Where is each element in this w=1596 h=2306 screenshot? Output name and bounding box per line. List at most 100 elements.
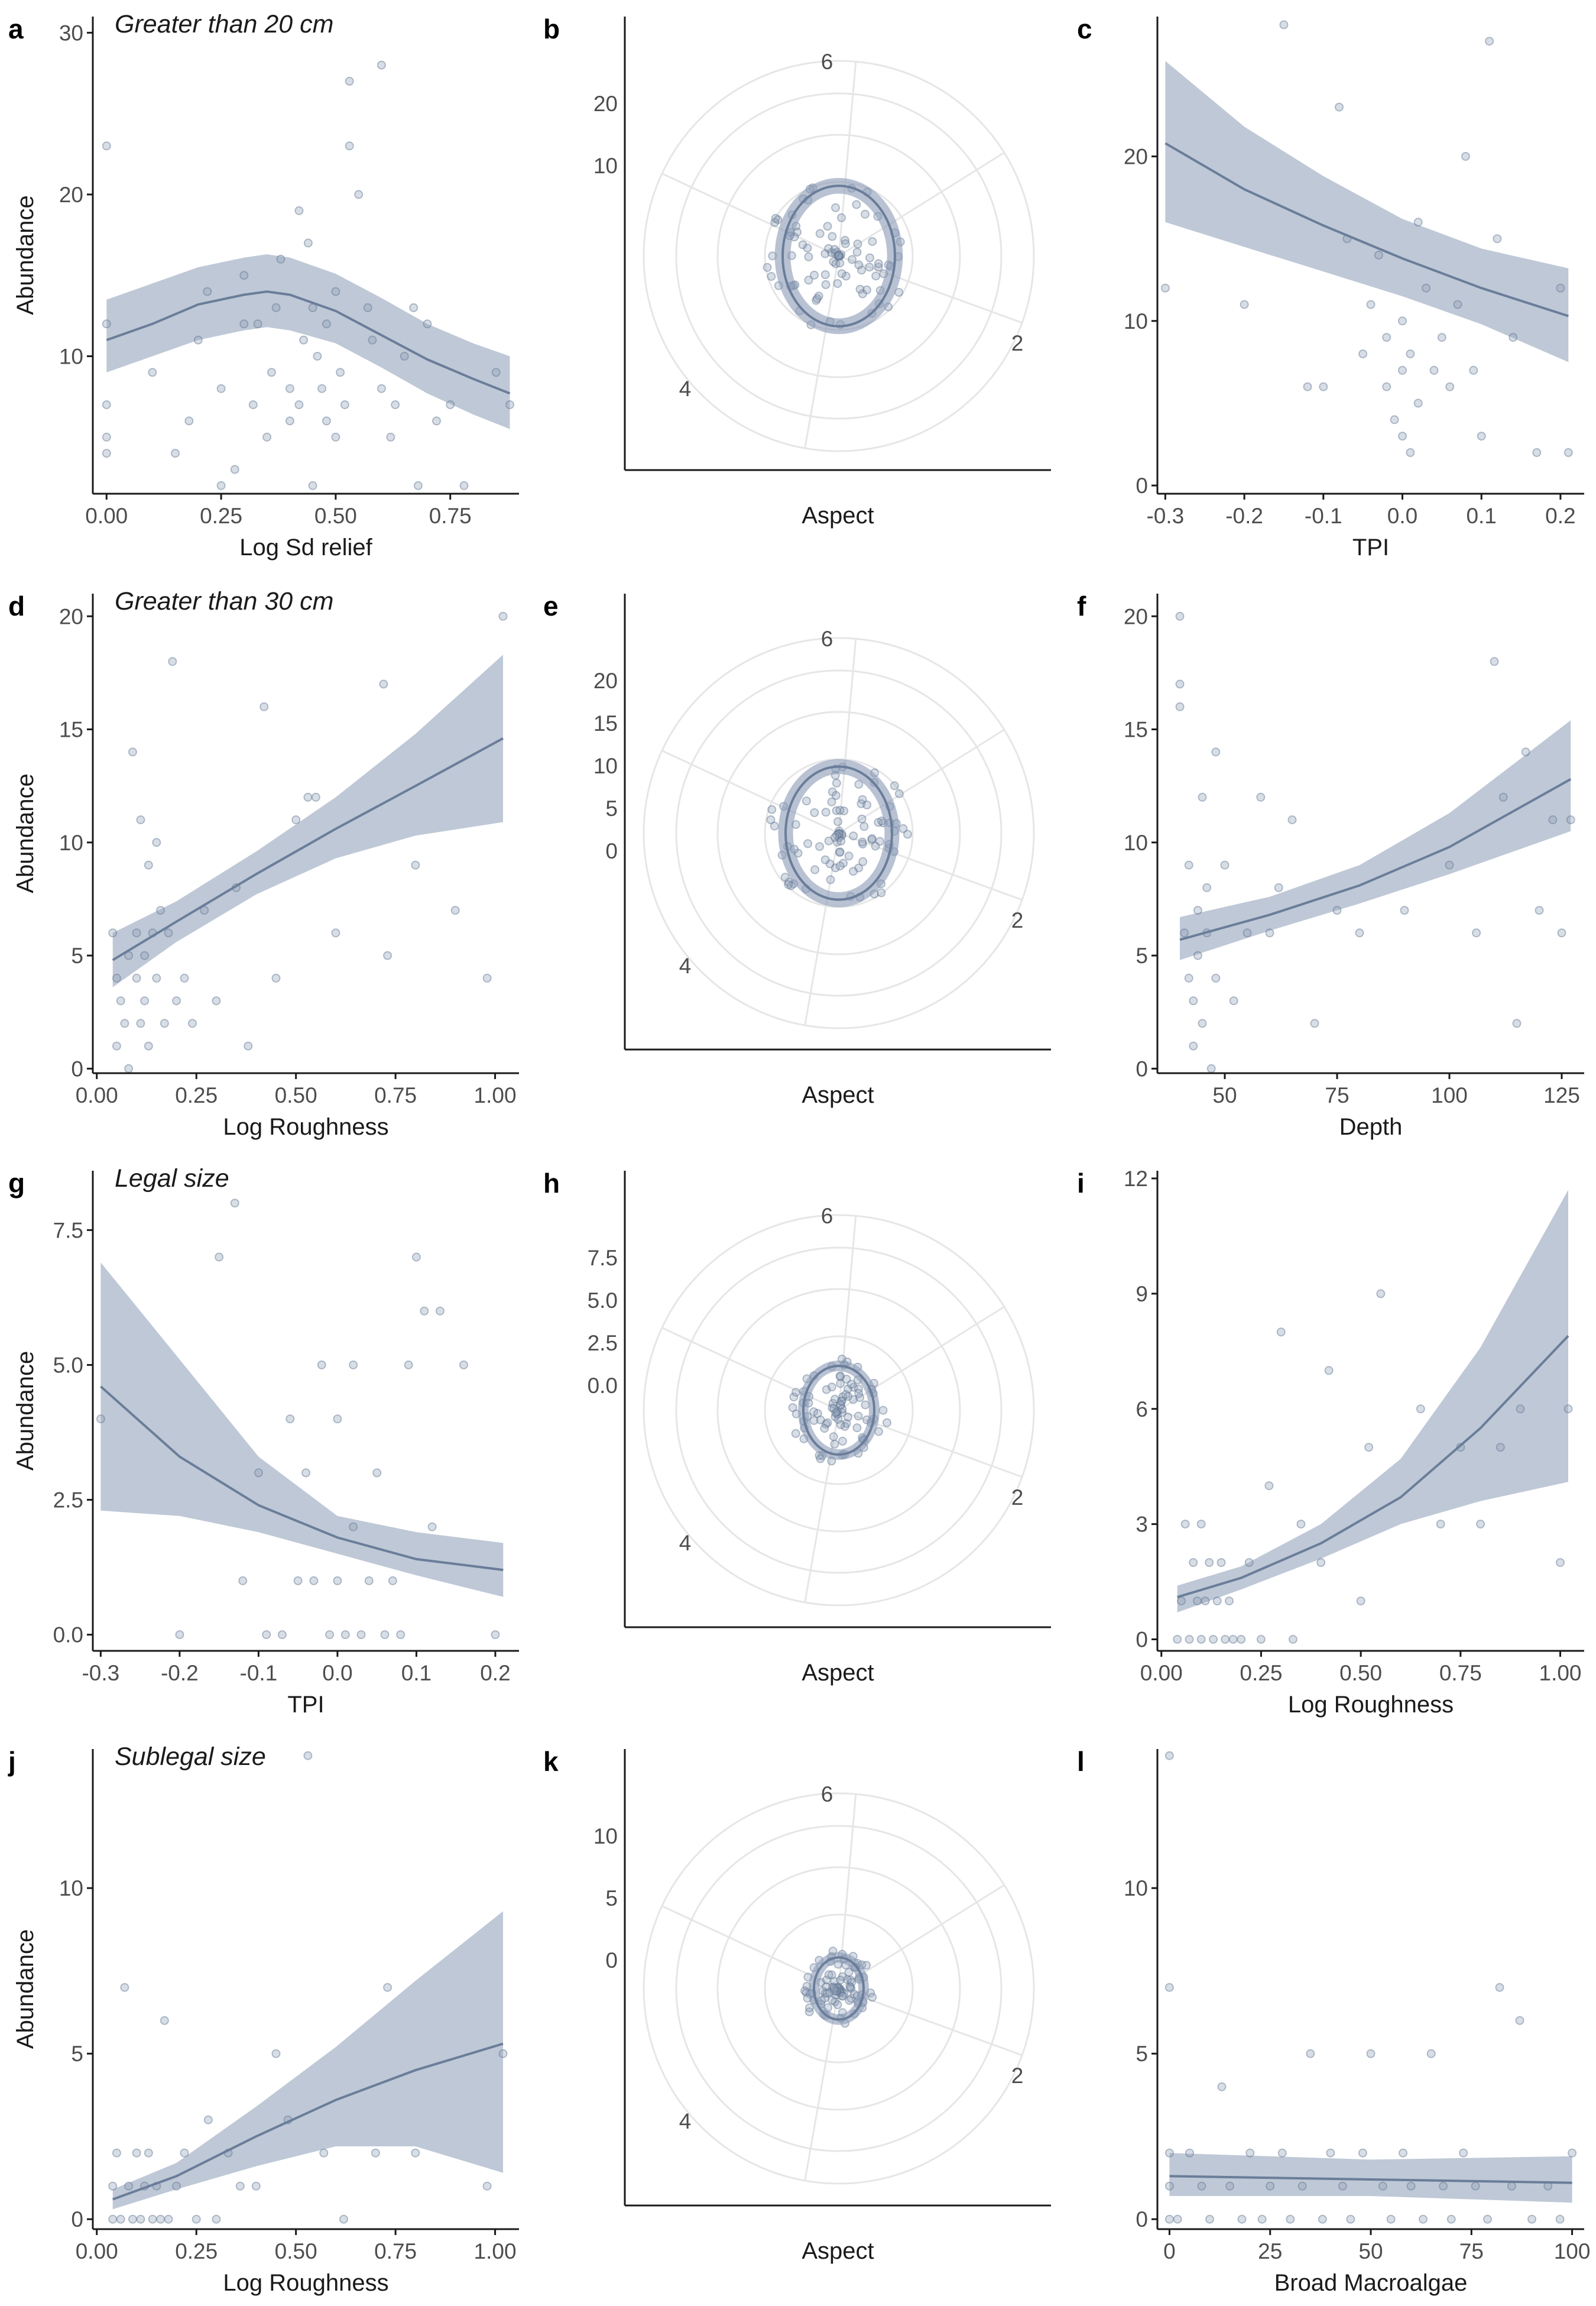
fitted-line [106,290,511,395]
data-point [128,747,137,757]
data-point [1205,2214,1214,2224]
data-point [124,2181,134,2191]
panel-letter: i [1077,1168,1085,1199]
data-point [212,996,221,1006]
data-point [1287,815,1297,824]
data-point [834,828,844,838]
x-axis-title: Broad Macroalgae [1274,2270,1468,2296]
data-point [858,857,868,866]
x-tick-label: 0.0 [322,1661,352,1685]
data-point [1493,234,1502,244]
y-axis-title: Abundance [12,1929,38,2049]
data-point [867,835,877,844]
data-point [1512,1019,1522,1028]
data-point [230,465,239,474]
data-point [459,481,469,490]
data-point [844,851,854,861]
data-point [1406,349,1415,358]
data-point [1555,2214,1565,2224]
data-point [834,830,844,838]
data-point [844,1413,852,1422]
x-tick-label: -0.2 [161,1661,199,1685]
data-point [854,260,864,270]
data-point [831,259,841,268]
x-axis-title: Aspect [802,1082,874,1108]
panel-letter: a [8,14,24,44]
data-point [820,1424,829,1433]
data-point [820,1988,830,1998]
data-point [1469,365,1478,375]
data-point [836,1420,845,1429]
data-point [857,814,867,824]
data-point [482,2181,492,2191]
data-point [1483,2214,1492,2224]
x-tick-label: 0.75 [429,504,472,528]
x-tick-label: 25 [1258,2239,1282,2263]
data-point [1264,1481,1274,1491]
panel-e: e 6 2 4 20 15 10 5 0 Aspect [543,591,1051,1108]
data-point [1406,2181,1416,2191]
grid-spoke [661,1905,839,1990]
data-point [1495,1983,1504,1992]
data-point [865,263,874,272]
panel-letter: g [8,1168,25,1199]
data-point [239,319,249,329]
y-tick-label: 0 [71,2207,83,2231]
data-point [828,1996,837,2005]
data-point [1193,906,1202,915]
data-point [1310,1019,1319,1028]
data-point [833,279,842,288]
grid-spoke [838,255,1023,324]
x-tick-label: 0.00 [76,2239,118,2263]
x-tick-label: 0.75 [1439,1661,1482,1685]
data-point [809,1407,818,1417]
data-point [377,384,386,393]
y-tick-label: 30 [59,21,83,45]
data-point [1276,1327,1286,1337]
panel-letter: h [543,1168,560,1199]
data-point [482,973,492,983]
data-point [1516,1404,1525,1414]
data-point [216,481,226,490]
y-tick-label: 3 [1136,1512,1148,1537]
data-point [1256,1635,1266,1644]
angle-label: 6 [821,1782,833,1806]
data-point [830,1394,839,1404]
data-point [1398,316,1407,326]
data-point [156,2214,166,2224]
data-point [383,951,392,960]
data-point [391,400,400,409]
data-point [844,1392,853,1401]
data-point [116,2214,125,2224]
data-point [841,235,849,245]
data-point [1445,860,1454,870]
data-point [877,888,886,898]
data-point [1472,928,1481,938]
data-point [411,2148,420,2158]
fitted-line [1169,2175,1572,2184]
data-point [377,60,386,70]
grid-spoke [838,151,1005,257]
data-point [789,1392,799,1402]
data-point [108,928,118,938]
data-point [1211,973,1221,983]
data-point [852,1423,862,1433]
data-point [875,837,884,846]
data-point [1356,1596,1365,1606]
data-point [840,1422,849,1431]
data-point [1221,1635,1230,1644]
data-point [810,865,820,875]
data-point [168,657,177,666]
grid-spoke [838,832,1023,901]
data-point [836,1985,845,1994]
radial-label: 0 [605,1948,618,1973]
fitted-line [1179,778,1572,941]
x-tick-label: 0 [1163,2239,1176,2263]
grid-spoke [838,1216,857,1411]
data-point [1476,1520,1485,1529]
data-point [835,833,844,842]
fitted-line [802,1365,875,1456]
data-point [156,906,166,915]
data-point [835,1988,845,1997]
data-point [299,335,309,345]
